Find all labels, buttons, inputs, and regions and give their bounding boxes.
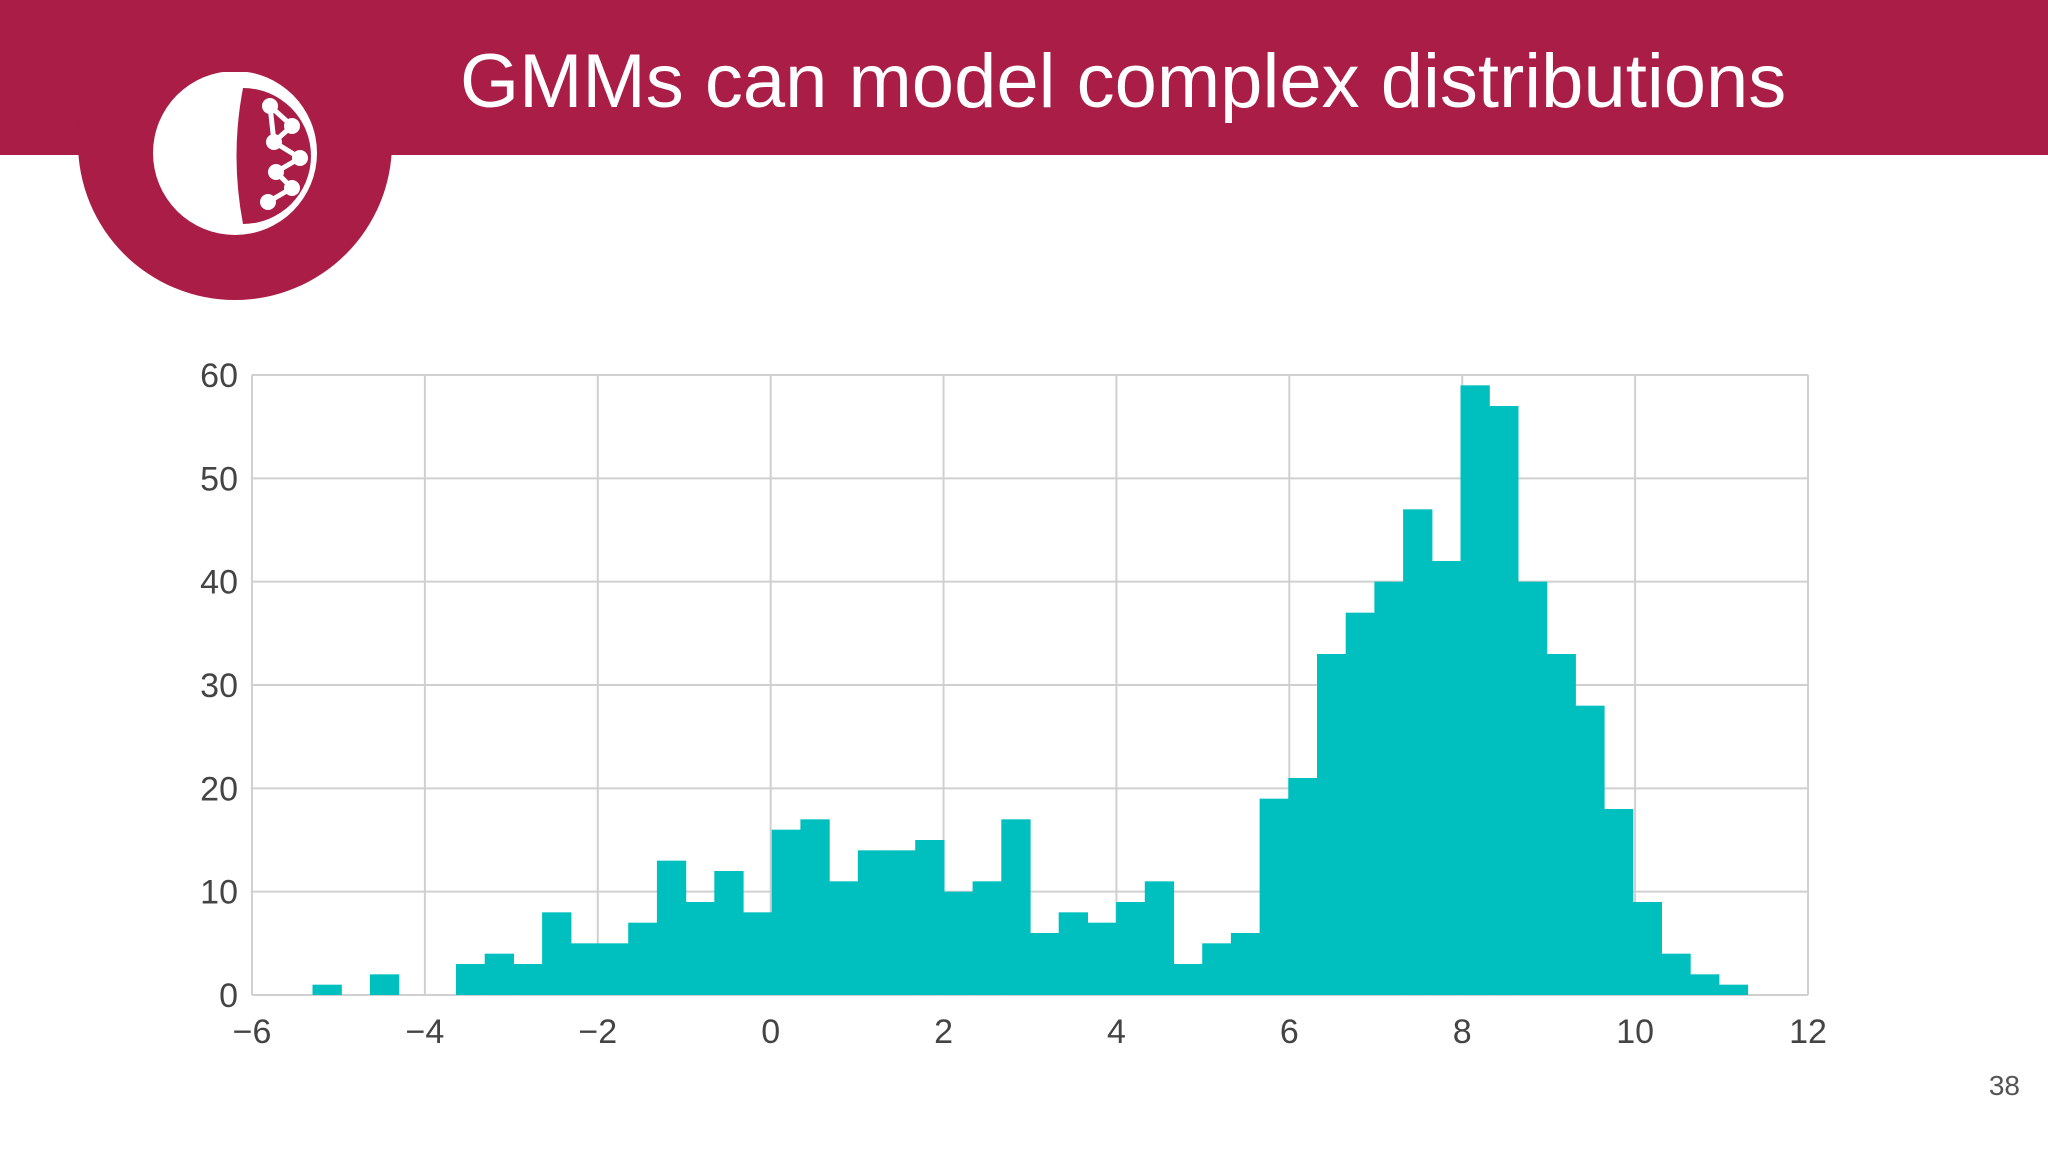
- histogram-bar: [1173, 964, 1203, 995]
- histogram-bar: [1202, 943, 1232, 995]
- histogram-bar: [972, 881, 1002, 995]
- histogram-bar: [1374, 581, 1404, 995]
- histogram-bar: [1087, 922, 1117, 995]
- histogram-bar: [1489, 406, 1519, 995]
- histogram-bar: [886, 850, 916, 995]
- histogram-bars: [312, 385, 1749, 995]
- histogram-bar: [1460, 385, 1490, 995]
- histogram-chart: 0 10 20 30 40 50 60 −6 −4 −2 0 2 4 6 8 10 12: [200, 357, 1827, 1051]
- histogram-bar: [542, 912, 572, 995]
- slide-title: GMMs can model complex distributions: [460, 39, 1787, 124]
- page-number: 38: [1988, 1070, 2020, 1101]
- y-tick-label: 10: [200, 874, 238, 912]
- histogram-bar: [1690, 974, 1720, 995]
- histogram-bar: [1288, 778, 1318, 995]
- histogram-bar: [743, 912, 773, 995]
- histogram-bar: [1661, 953, 1691, 995]
- histogram-bar: [656, 860, 687, 995]
- histogram-bar: [1632, 902, 1662, 995]
- histogram-bar: [1431, 561, 1462, 995]
- histogram-bar: [1316, 654, 1347, 995]
- x-tick-label: 4: [1107, 1013, 1126, 1051]
- y-tick-label: 50: [200, 460, 238, 498]
- x-tick-label: −4: [406, 1013, 445, 1051]
- histogram-bar: [599, 943, 629, 995]
- histogram-bar: [1058, 912, 1088, 995]
- y-tick-label: 60: [200, 357, 238, 395]
- histogram-bar: [800, 819, 830, 995]
- histogram-bar: [829, 881, 859, 995]
- histogram-bar: [628, 922, 658, 995]
- histogram-bar: [456, 964, 486, 995]
- histogram-bar: [1030, 933, 1060, 995]
- x-tick-label: 6: [1280, 1013, 1299, 1051]
- histogram-bar: [1718, 984, 1749, 995]
- histogram-bar: [1575, 705, 1605, 995]
- histogram-bar: [915, 840, 945, 995]
- histogram-bar: [857, 850, 888, 995]
- histogram-bar: [312, 984, 342, 995]
- y-tick-label: 40: [200, 564, 238, 602]
- pomegranate-network-icon: [78, 0, 392, 300]
- histogram-bar: [1603, 809, 1634, 995]
- x-tick-label: −6: [233, 1013, 272, 1051]
- histogram-bar: [1116, 902, 1146, 995]
- y-tick-label: 20: [200, 770, 238, 808]
- x-tick-label: 0: [761, 1013, 780, 1051]
- x-tick-label: 12: [1789, 1013, 1827, 1051]
- histogram-bar: [513, 964, 543, 995]
- histogram-bar: [1546, 654, 1576, 995]
- histogram-bar: [1230, 933, 1261, 995]
- x-tick-label: 2: [934, 1013, 953, 1051]
- histogram-bar: [1001, 819, 1031, 995]
- histogram-bar: [570, 943, 601, 995]
- histogram-bar: [1345, 612, 1375, 995]
- y-tick-label: 30: [200, 667, 238, 705]
- histogram-bar: [369, 974, 400, 995]
- histogram-bar: [771, 829, 802, 995]
- x-tick-label: 8: [1453, 1013, 1472, 1051]
- histogram-bar: [1144, 881, 1175, 995]
- histogram-bar: [1403, 509, 1433, 995]
- x-tick-label: 10: [1616, 1013, 1654, 1051]
- histogram-bar: [1517, 581, 1548, 995]
- histogram-bar: [943, 891, 974, 995]
- y-tick-label: 0: [219, 977, 238, 1015]
- x-tick-labels: −6 −4 −2 0 2 4 6 8 10 12: [233, 1013, 1827, 1051]
- histogram-bar: [484, 953, 515, 995]
- histogram-bar: [1259, 798, 1289, 995]
- histogram-bar: [714, 871, 744, 995]
- histogram-bar: [685, 902, 715, 995]
- y-tick-labels: 0 10 20 30 40 50 60: [200, 357, 238, 1015]
- x-tick-label: −2: [578, 1013, 617, 1051]
